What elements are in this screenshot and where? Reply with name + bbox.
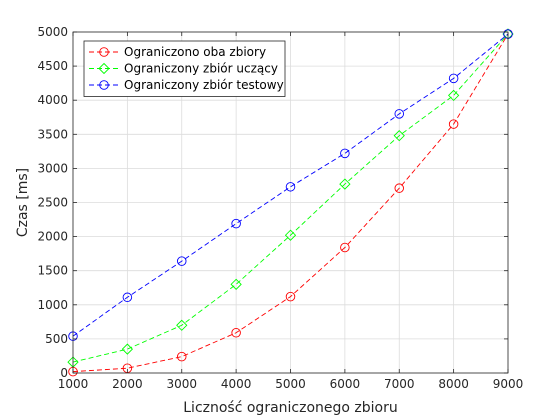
- data-point: [340, 148, 350, 159]
- series-line: [72, 33, 509, 373]
- legend-box: [83, 40, 286, 97]
- data-point: [340, 242, 350, 253]
- legend-marker: [98, 62, 110, 75]
- data-point: [284, 229, 297, 241]
- x-tick-label: 4000: [221, 377, 252, 391]
- x-tick-label: 1000: [58, 377, 89, 391]
- y-tick-label: 1000: [37, 298, 68, 312]
- data-point: [285, 182, 296, 192]
- data-point: [176, 351, 187, 362]
- x-tick-label: 8000: [438, 377, 469, 391]
- y-tick-label: 0: [60, 366, 68, 380]
- legend-item: Ograniczony zbiór uczący: [89, 62, 278, 76]
- x-tick-label: 5000: [275, 377, 306, 391]
- axis-ticks: 1000 2000 3000 4000 5000 6000 7000 8000 9000 0 500…: [37, 25, 523, 391]
- legend-item: Ograniczono oba zbiory: [89, 45, 266, 59]
- data-point: [448, 119, 459, 129]
- data-point: [447, 89, 460, 102]
- legend-marker: [99, 47, 109, 57]
- y-axis-label: Czas [ms]: [15, 168, 31, 237]
- legend-marker: [99, 80, 109, 90]
- y-tick-label: 2000: [37, 230, 68, 244]
- y-tick-label: 3000: [37, 161, 68, 175]
- data-point: [122, 292, 133, 303]
- data-point: [231, 328, 241, 338]
- x-tick-label: 7000: [384, 377, 415, 391]
- legend-label: Ograniczono oba zbiory: [124, 45, 266, 59]
- series-line: [72, 33, 509, 337]
- series-line: [72, 33, 509, 363]
- data-point: [393, 130, 405, 142]
- data-point: [394, 109, 405, 119]
- y-tick-label: 4000: [37, 93, 68, 107]
- data-point: [394, 183, 405, 193]
- data-point: [121, 343, 134, 355]
- data-point: [230, 278, 242, 290]
- x-tick-label: 6000: [330, 377, 361, 391]
- x-tick-label: 2000: [112, 377, 143, 391]
- x-tick-label: 9000: [493, 377, 524, 391]
- legend: Ograniczono oba zbiory Ograniczony zbiór …: [83, 40, 286, 97]
- legend-label: Ograniczony zbiór uczący: [124, 62, 278, 76]
- data-point: [176, 319, 188, 331]
- x-tick-label: 3000: [166, 377, 197, 391]
- y-tick-label: 4500: [37, 59, 68, 73]
- legend-label: Ograniczony zbiór testowy: [124, 78, 284, 92]
- grid-lines: [72, 31, 509, 374]
- data-point: [339, 178, 351, 190]
- y-tick-label: 3500: [37, 127, 68, 141]
- y-tick-label: 1500: [37, 264, 68, 278]
- data-point: [231, 218, 241, 229]
- y-tick-label: 500: [45, 332, 68, 346]
- series-2: [67, 28, 514, 368]
- data-point: [176, 256, 187, 266]
- legend-item: Ograniczony zbiór testowy: [89, 78, 284, 92]
- x-axis-label: Liczność ograniczonego zbioru: [183, 400, 397, 416]
- data-point: [448, 73, 459, 84]
- y-tick-label: 2500: [37, 196, 68, 210]
- y-tick-label: 5000: [37, 25, 68, 39]
- data-point: [285, 291, 296, 302]
